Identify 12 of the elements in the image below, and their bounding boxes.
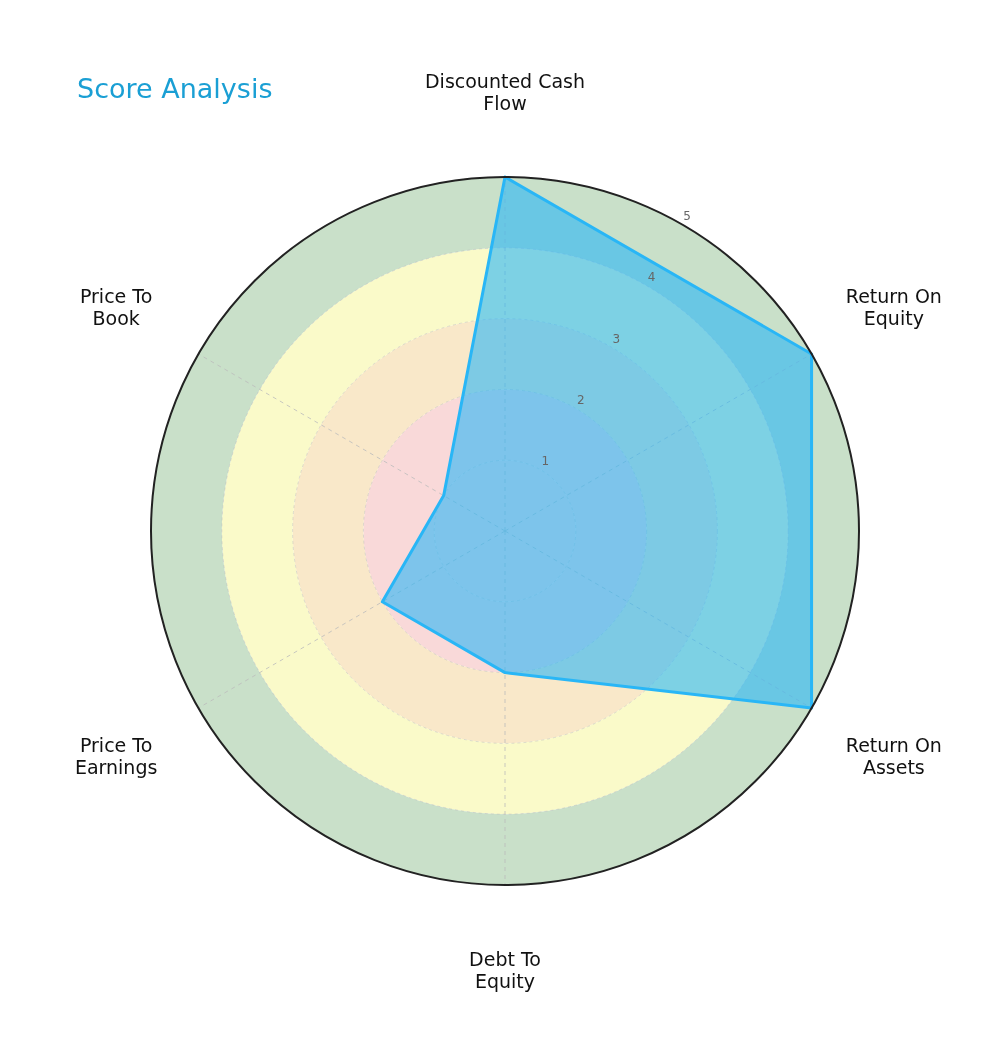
spoke-label: Return On Assets (845, 733, 942, 778)
y-tick-label: 5 (683, 208, 691, 223)
spoke-label: Discounted Cash Flow (424, 70, 586, 114)
chart-title: Score Analysis (77, 73, 273, 104)
y-tick-label: 2 (576, 392, 585, 407)
y-tick-label: 3 (612, 331, 621, 346)
spoke-label: Price To Book (79, 284, 153, 329)
y-tick-label: 1 (541, 454, 550, 469)
y-tick-label: 4 (647, 270, 656, 285)
spoke-label: Return On Equity (845, 284, 942, 329)
spoke-label: Debt To Equity (469, 948, 541, 992)
spoke-label: Price To Earnings (74, 733, 158, 778)
